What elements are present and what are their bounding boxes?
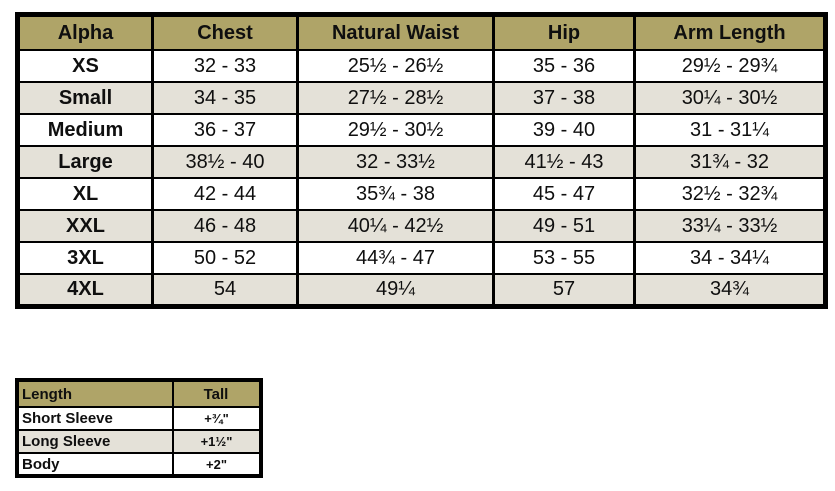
length-label: Long Sleeve [16, 429, 174, 454]
table-row-xxl: XXL 46 - 48 40¼ - 42½ 49 - 51 33¼ - 33½ [16, 209, 827, 243]
chest-value: 46 - 48 [151, 209, 299, 243]
chest-value: 34 - 35 [151, 81, 299, 115]
column-header-natural-waist: Natural Waist [296, 13, 495, 51]
tall-value: +1½" [172, 429, 262, 454]
column-header-length: Length [16, 379, 174, 408]
natural-waist-value: 29½ - 30½ [296, 113, 495, 147]
arm-length-value: 33¼ - 33½ [633, 209, 827, 243]
hip-value: 41½ - 43 [492, 145, 636, 179]
size-label: 3XL [16, 241, 154, 275]
natural-waist-value: 49¼ [296, 273, 495, 307]
column-header-hip: Hip [492, 13, 636, 51]
column-header-arm-length: Arm Length [633, 13, 827, 51]
chest-value: 32 - 33 [151, 49, 299, 83]
hip-value: 35 - 36 [492, 49, 636, 83]
size-label: Large [16, 145, 154, 179]
tall-value: +¾" [172, 406, 262, 431]
column-header-chest: Chest [151, 13, 299, 51]
length-chart-header-row: Length Tall [16, 379, 262, 408]
arm-length-value: 34¾ [633, 273, 827, 307]
hip-value: 57 [492, 273, 636, 307]
table-row-xs: XS 32 - 33 25½ - 26½ 35 - 36 29½ - 29¾ [16, 49, 827, 83]
natural-waist-value: 27½ - 28½ [296, 81, 495, 115]
size-chart-header-row: Alpha Chest Natural Waist Hip Arm Length [16, 13, 827, 51]
column-header-alpha: Alpha [16, 13, 154, 51]
table-row-4xl: 4XL 54 49¼ 57 34¾ [16, 273, 827, 307]
length-label: Body [16, 452, 174, 477]
table-row-3xl: 3XL 50 - 52 44¾ - 47 53 - 55 34 - 34¼ [16, 241, 827, 275]
alpha-size-chart-table: Alpha Chest Natural Waist Hip Arm Length… [15, 12, 828, 309]
hip-value: 53 - 55 [492, 241, 636, 275]
size-label: XXL [16, 209, 154, 243]
table-row-body: Body +2" [16, 452, 262, 477]
arm-length-value: 31¾ - 32 [633, 145, 827, 179]
length-label: Short Sleeve [16, 406, 174, 431]
hip-value: 37 - 38 [492, 81, 636, 115]
arm-length-value: 34 - 34¼ [633, 241, 827, 275]
arm-length-value: 31 - 31¼ [633, 113, 827, 147]
table-row-long-sleeve: Long Sleeve +1½" [16, 429, 262, 454]
size-label: Small [16, 81, 154, 115]
hip-value: 45 - 47 [492, 177, 636, 211]
tall-value: +2" [172, 452, 262, 477]
natural-waist-value: 44¾ - 47 [296, 241, 495, 275]
size-label: XS [16, 49, 154, 83]
table-row-medium: Medium 36 - 37 29½ - 30½ 39 - 40 31 - 31… [16, 113, 827, 147]
column-header-tall: Tall [172, 379, 262, 408]
arm-length-value: 30¼ - 30½ [633, 81, 827, 115]
natural-waist-value: 32 - 33½ [296, 145, 495, 179]
natural-waist-value: 40¼ - 42½ [296, 209, 495, 243]
table-row-large: Large 38½ - 40 32 - 33½ 41½ - 43 31¾ - 3… [16, 145, 827, 179]
chest-value: 38½ - 40 [151, 145, 299, 179]
natural-waist-value: 25½ - 26½ [296, 49, 495, 83]
table-row-short-sleeve: Short Sleeve +¾" [16, 406, 262, 431]
arm-length-value: 29½ - 29¾ [633, 49, 827, 83]
table-row-small: Small 34 - 35 27½ - 28½ 37 - 38 30¼ - 30… [16, 81, 827, 115]
hip-value: 39 - 40 [492, 113, 636, 147]
size-label: XL [16, 177, 154, 211]
chest-value: 42 - 44 [151, 177, 299, 211]
length-adjustment-table: Length Tall Short Sleeve +¾" Long Sleeve… [15, 378, 263, 478]
natural-waist-value: 35¾ - 38 [296, 177, 495, 211]
hip-value: 49 - 51 [492, 209, 636, 243]
size-label: Medium [16, 113, 154, 147]
size-label: 4XL [16, 273, 154, 307]
table-row-xl: XL 42 - 44 35¾ - 38 45 - 47 32½ - 32¾ [16, 177, 827, 211]
arm-length-value: 32½ - 32¾ [633, 177, 827, 211]
chest-value: 36 - 37 [151, 113, 299, 147]
chest-value: 54 [151, 273, 299, 307]
chest-value: 50 - 52 [151, 241, 299, 275]
